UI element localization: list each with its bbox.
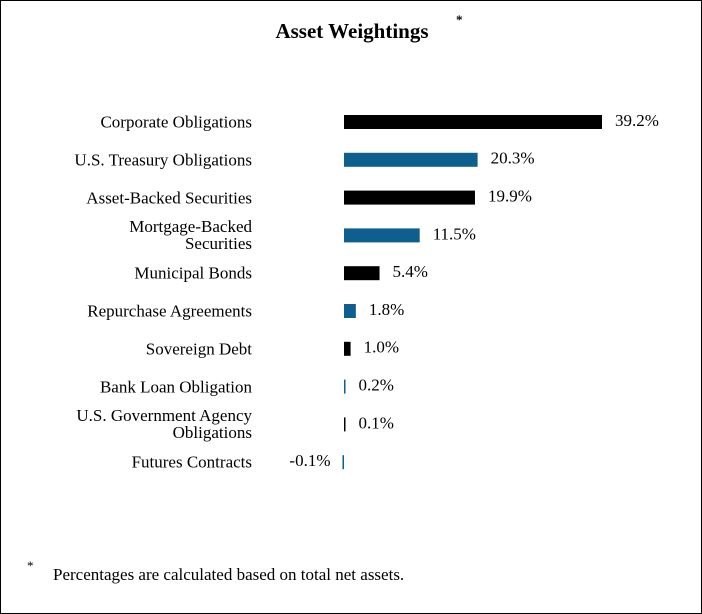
category-label: Municipal Bonds — [134, 263, 252, 283]
category-label: Sovereign Debt — [145, 339, 252, 359]
value-label: 20.3% — [491, 149, 535, 168]
value-label: 39.2% — [615, 111, 659, 130]
value-label: 0.1% — [359, 413, 394, 432]
value-label: -0.1% — [289, 451, 330, 470]
category-label: Futures Contracts — [131, 452, 252, 472]
bar — [344, 266, 380, 281]
value-label: 1.0% — [364, 338, 399, 357]
bar — [344, 228, 420, 243]
category-label: Mortgage-Backed Securities — [129, 217, 252, 254]
bar — [344, 304, 356, 318]
category-label: Asset-Backed Securities — [86, 188, 252, 208]
category-label: U.S. Treasury Obligations — [74, 150, 252, 170]
category-label: U.S. Government Agency Obligations — [76, 406, 252, 443]
value-label: 5.4% — [393, 262, 428, 281]
value-label: 19.9% — [488, 187, 532, 206]
bar — [342, 455, 344, 470]
chart-title: Asset Weightings — [275, 19, 428, 43]
bar — [344, 190, 475, 205]
title-marker: * — [456, 12, 463, 27]
value-label: 11.5% — [433, 224, 476, 243]
category-label: Repurchase Agreements — [87, 301, 252, 321]
bar — [344, 379, 346, 394]
value-label: 1.8% — [369, 300, 404, 319]
bar — [344, 417, 346, 432]
bar — [344, 115, 602, 129]
category-label: Corporate Obligations — [100, 112, 252, 132]
footnote-marker: * — [27, 558, 34, 573]
footnote: Percentages are calculated based on tota… — [53, 565, 404, 584]
bar — [344, 152, 478, 167]
bar — [344, 341, 351, 356]
category-label: Bank Loan Obligation — [99, 377, 252, 397]
value-label: 0.2% — [359, 376, 394, 395]
